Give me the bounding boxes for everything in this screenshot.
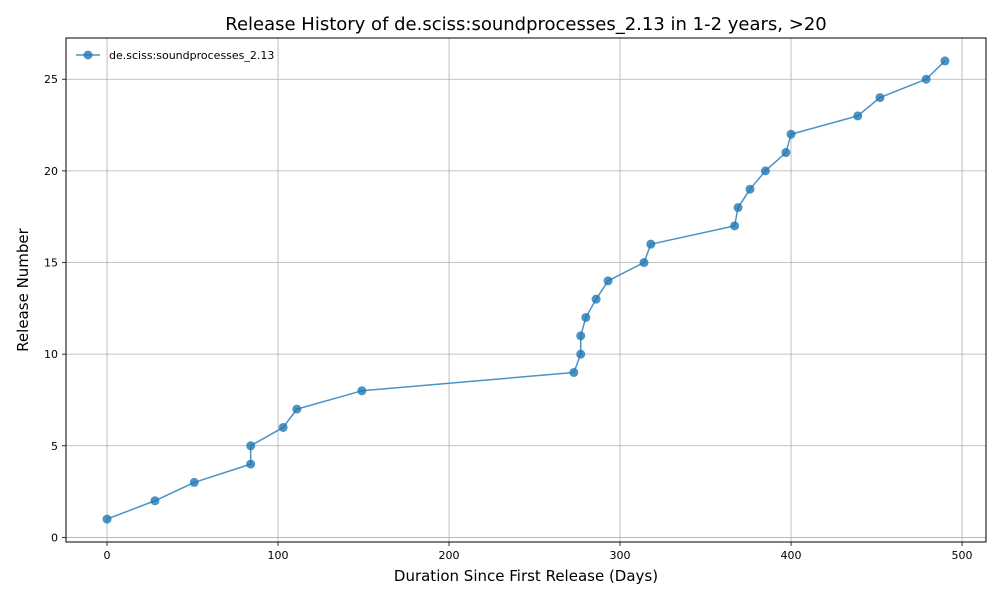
data-point xyxy=(246,459,256,469)
y-tick-label: 15 xyxy=(44,257,58,270)
legend-marker xyxy=(83,50,93,60)
data-point xyxy=(786,129,796,139)
data-point xyxy=(357,386,367,396)
data-point xyxy=(569,367,579,377)
data-point xyxy=(576,349,586,359)
x-axis-ticks: 0 100 200 300 400 500 xyxy=(104,542,973,562)
data-point xyxy=(646,239,656,249)
data-point xyxy=(733,203,743,213)
data-point xyxy=(760,166,770,176)
x-tick-label: 0 xyxy=(104,549,111,562)
data-point xyxy=(875,93,885,103)
x-tick-label: 200 xyxy=(439,549,460,562)
x-tick-label: 300 xyxy=(610,549,631,562)
legend-label: de.sciss:soundprocesses_2.13 xyxy=(109,49,274,62)
data-point xyxy=(189,477,199,487)
data-point xyxy=(603,276,613,286)
data-point xyxy=(278,422,288,432)
y-tick-label: 10 xyxy=(44,348,58,361)
y-tick-label: 0 xyxy=(51,531,58,544)
data-point xyxy=(781,148,791,158)
data-point xyxy=(102,514,112,524)
data-point xyxy=(921,74,931,84)
x-tick-label: 400 xyxy=(781,549,802,562)
data-point xyxy=(745,184,755,194)
data-point xyxy=(292,404,302,414)
plot-frame xyxy=(65,37,987,543)
x-axis-title: Duration Since First Release (Days) xyxy=(394,567,658,585)
chart-title: Release History of de.sciss:soundprocess… xyxy=(225,14,826,35)
series-layer xyxy=(102,56,950,524)
y-axis-title: Release Number xyxy=(14,227,32,351)
y-tick-label: 20 xyxy=(44,165,58,178)
y-axis-ticks: 0 5 10 15 20 25 xyxy=(44,73,66,544)
x-tick-label: 500 xyxy=(952,549,973,562)
y-tick-label: 25 xyxy=(44,73,58,86)
y-tick-label: 5 xyxy=(51,440,58,453)
data-point xyxy=(730,221,740,231)
x-tick-label: 100 xyxy=(268,549,289,562)
data-point xyxy=(246,441,256,451)
data-point xyxy=(940,56,950,66)
legend: de.sciss:soundprocesses_2.13 xyxy=(76,49,274,62)
data-point xyxy=(853,111,863,121)
data-point xyxy=(639,258,649,268)
data-point xyxy=(591,294,601,304)
data-point xyxy=(576,331,586,341)
grid-lines xyxy=(66,38,986,542)
data-point xyxy=(581,312,591,322)
data-point xyxy=(150,496,160,506)
